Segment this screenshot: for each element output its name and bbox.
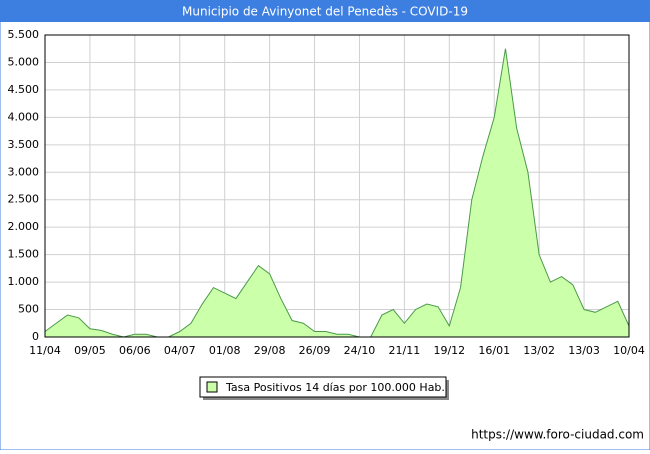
- y-tick-label: 3.500: [8, 138, 40, 151]
- legend-label: Tasa Positivos 14 días por 100.000 Hab.: [225, 381, 445, 394]
- legend-swatch: [206, 381, 218, 393]
- y-tick-label: 4.500: [8, 83, 40, 96]
- y-tick-label: 1.500: [8, 248, 40, 261]
- x-tick-label: 06/06: [119, 344, 151, 357]
- y-tick-label: 5.500: [8, 28, 40, 41]
- x-tick-label: 04/07: [164, 344, 196, 357]
- x-tick-label: 11/04: [29, 344, 61, 357]
- x-tick-label: 21/11: [389, 344, 421, 357]
- area-fill: [45, 48, 629, 338]
- x-tick-label: 24/10: [344, 344, 376, 357]
- y-tick-label: 5.000: [8, 55, 40, 68]
- title-bar: [0, 0, 650, 22]
- legend: [199, 376, 447, 398]
- y-tick-label: 0: [32, 330, 39, 343]
- plot: 0 500 1.000 1.500 2.000 2.500 3.000 3.500 4.000 4…: [8, 28, 645, 357]
- x-tick-label: 26/09: [299, 344, 331, 357]
- x-tick-label: 09/05: [74, 344, 106, 357]
- y-tick-label: 2.500: [8, 193, 40, 206]
- x-tick-label: 19/12: [433, 344, 465, 357]
- x-tick-label: 29/08: [254, 344, 286, 357]
- x-tick-label: 10/04: [613, 344, 645, 357]
- y-tick-label: 4.000: [8, 110, 40, 123]
- x-tick-label: 13/02: [523, 344, 555, 357]
- y-tick-label: 3.000: [8, 165, 40, 178]
- x-tick-label: 01/08: [209, 344, 241, 357]
- area-line: [44, 48, 630, 338]
- x-tick-label: 16/01: [478, 344, 510, 357]
- x-tick-label: 13/03: [568, 344, 600, 357]
- y-tick-label: 1.000: [8, 275, 40, 288]
- plot-border: [44, 34, 630, 338]
- chart-title: Municipio de Avinyonet del Penedès - COV…: [182, 5, 468, 19]
- y-tick-label: 2.000: [8, 220, 40, 233]
- source: https://www.foro-ciudad.com: [471, 428, 644, 442]
- y-tick-label: 500: [18, 303, 39, 316]
